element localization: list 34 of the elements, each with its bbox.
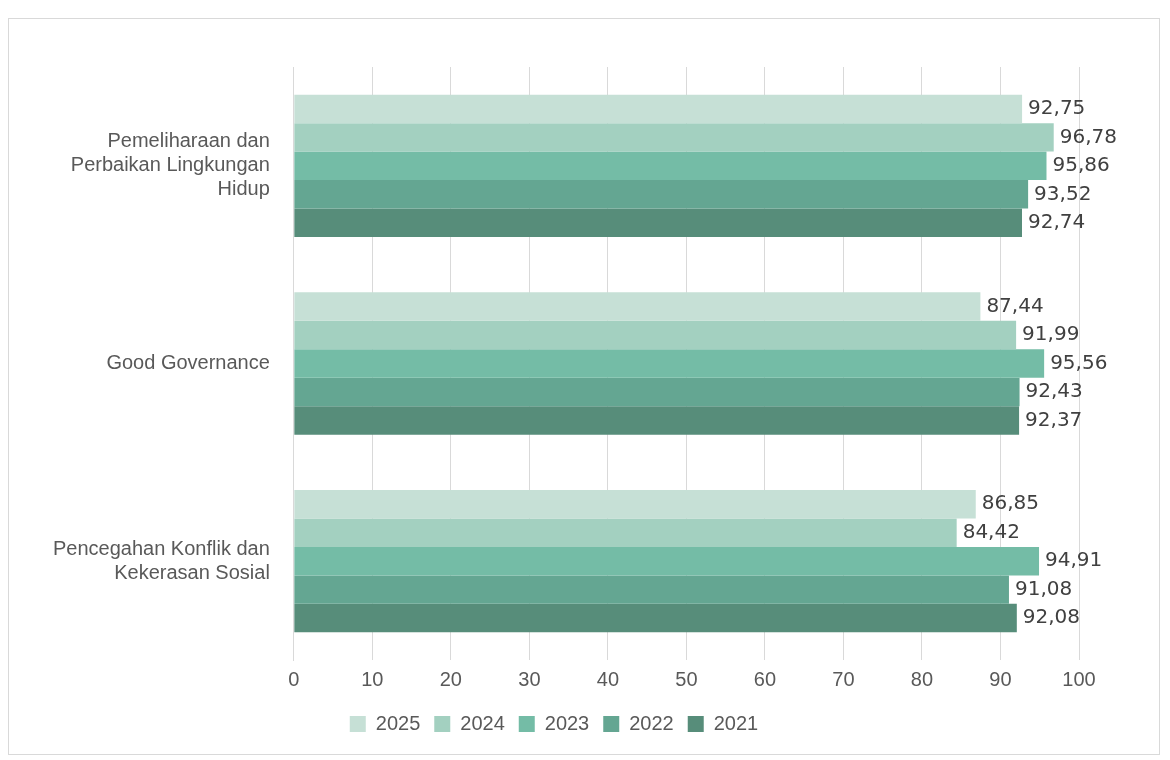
x-tick-label: 80: [910, 667, 934, 690]
y-tick-label: Good Governance: [106, 351, 270, 374]
data-label: 91,08: [1014, 575, 1073, 600]
legend-label: 2021: [713, 711, 759, 734]
data-label: 86,85: [981, 490, 1040, 515]
x-tick-label: 30: [518, 667, 541, 690]
x-tick-label: 70: [832, 667, 855, 690]
x-tick-label: 60: [753, 667, 777, 690]
x-tick-label: 100: [1062, 667, 1096, 690]
x-tick-label: 0: [288, 667, 300, 690]
x-tick-label: 10: [361, 667, 384, 690]
data-label: 87,44: [986, 292, 1044, 317]
data-label: 92,43: [1025, 378, 1083, 403]
data-label: 92,74: [1028, 208, 1086, 233]
legend-label: 2025: [375, 711, 421, 734]
data-label: 96,78: [1059, 123, 1117, 148]
data-label: 92,08: [1022, 604, 1081, 629]
y-tick-label: Pencegahan Konflik dan Kekerasan Sosial: [52, 536, 270, 583]
x-tick-label: 20: [439, 667, 462, 690]
y-tick-label: Pemeliharaan dan Perbaikan Lingkungan Hidup: [70, 129, 270, 200]
data-label: 95,56: [1050, 349, 1108, 374]
data-label: 93,52: [1034, 180, 1092, 205]
legend-label: 2022: [629, 711, 674, 734]
x-tick-label: 90: [989, 667, 1012, 690]
data-label: 91,99: [1022, 321, 1080, 346]
data-label: 95,86: [1052, 152, 1110, 177]
x-tick-label: 40: [596, 667, 620, 690]
legend-label: 2024: [460, 711, 505, 734]
x-tick-label: 50: [675, 667, 698, 690]
data-label: 92,75: [1028, 95, 1086, 120]
data-label: 94,91: [1045, 547, 1103, 572]
data-label: 84,42: [962, 518, 1020, 543]
data-label: 92,37: [1025, 406, 1083, 431]
legend-label: 2023: [544, 711, 590, 734]
